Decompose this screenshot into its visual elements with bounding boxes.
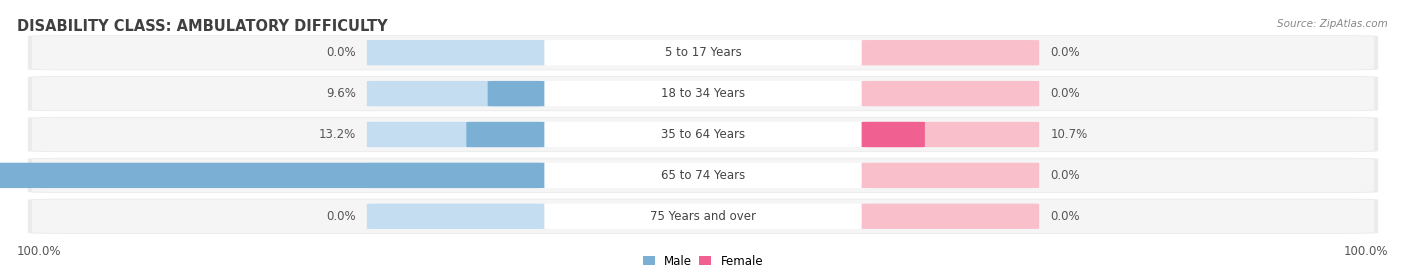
Text: 35 to 64 Years: 35 to 64 Years bbox=[661, 128, 745, 141]
FancyBboxPatch shape bbox=[32, 77, 1374, 110]
FancyBboxPatch shape bbox=[32, 36, 1374, 69]
FancyBboxPatch shape bbox=[862, 122, 1039, 147]
Text: 5 to 17 Years: 5 to 17 Years bbox=[665, 46, 741, 59]
Text: 13.2%: 13.2% bbox=[319, 128, 356, 141]
FancyBboxPatch shape bbox=[28, 199, 1378, 234]
Text: Source: ZipAtlas.com: Source: ZipAtlas.com bbox=[1277, 19, 1388, 29]
Text: 0.0%: 0.0% bbox=[1050, 169, 1080, 182]
FancyBboxPatch shape bbox=[32, 159, 1374, 192]
FancyBboxPatch shape bbox=[544, 40, 862, 65]
FancyBboxPatch shape bbox=[862, 122, 925, 147]
Legend: Male, Female: Male, Female bbox=[643, 255, 763, 268]
FancyBboxPatch shape bbox=[367, 163, 544, 188]
FancyBboxPatch shape bbox=[367, 204, 544, 229]
FancyBboxPatch shape bbox=[28, 76, 1378, 111]
Text: 0.0%: 0.0% bbox=[326, 210, 356, 223]
FancyBboxPatch shape bbox=[32, 118, 1374, 151]
FancyBboxPatch shape bbox=[0, 163, 544, 188]
FancyBboxPatch shape bbox=[544, 122, 862, 147]
Text: 0.0%: 0.0% bbox=[1050, 87, 1080, 100]
FancyBboxPatch shape bbox=[367, 81, 544, 106]
Text: 65 to 74 Years: 65 to 74 Years bbox=[661, 169, 745, 182]
Text: 100.0%: 100.0% bbox=[17, 245, 62, 258]
FancyBboxPatch shape bbox=[544, 163, 862, 188]
FancyBboxPatch shape bbox=[488, 81, 544, 106]
FancyBboxPatch shape bbox=[367, 122, 544, 147]
Text: 100.0%: 100.0% bbox=[1343, 245, 1388, 258]
FancyBboxPatch shape bbox=[862, 163, 1039, 188]
FancyBboxPatch shape bbox=[367, 40, 544, 65]
Text: 0.0%: 0.0% bbox=[326, 46, 356, 59]
FancyBboxPatch shape bbox=[28, 117, 1378, 152]
FancyBboxPatch shape bbox=[28, 35, 1378, 70]
FancyBboxPatch shape bbox=[467, 122, 544, 147]
Text: 10.7%: 10.7% bbox=[1050, 128, 1087, 141]
Text: 18 to 34 Years: 18 to 34 Years bbox=[661, 87, 745, 100]
Text: 0.0%: 0.0% bbox=[1050, 210, 1080, 223]
Text: DISABILITY CLASS: AMBULATORY DIFFICULTY: DISABILITY CLASS: AMBULATORY DIFFICULTY bbox=[17, 19, 388, 34]
FancyBboxPatch shape bbox=[544, 81, 862, 106]
FancyBboxPatch shape bbox=[862, 204, 1039, 229]
FancyBboxPatch shape bbox=[32, 200, 1374, 233]
Text: 0.0%: 0.0% bbox=[1050, 46, 1080, 59]
FancyBboxPatch shape bbox=[862, 40, 1039, 65]
FancyBboxPatch shape bbox=[862, 81, 1039, 106]
FancyBboxPatch shape bbox=[28, 158, 1378, 193]
Text: 75 Years and over: 75 Years and over bbox=[650, 210, 756, 223]
FancyBboxPatch shape bbox=[544, 204, 862, 229]
Text: 9.6%: 9.6% bbox=[326, 87, 356, 100]
